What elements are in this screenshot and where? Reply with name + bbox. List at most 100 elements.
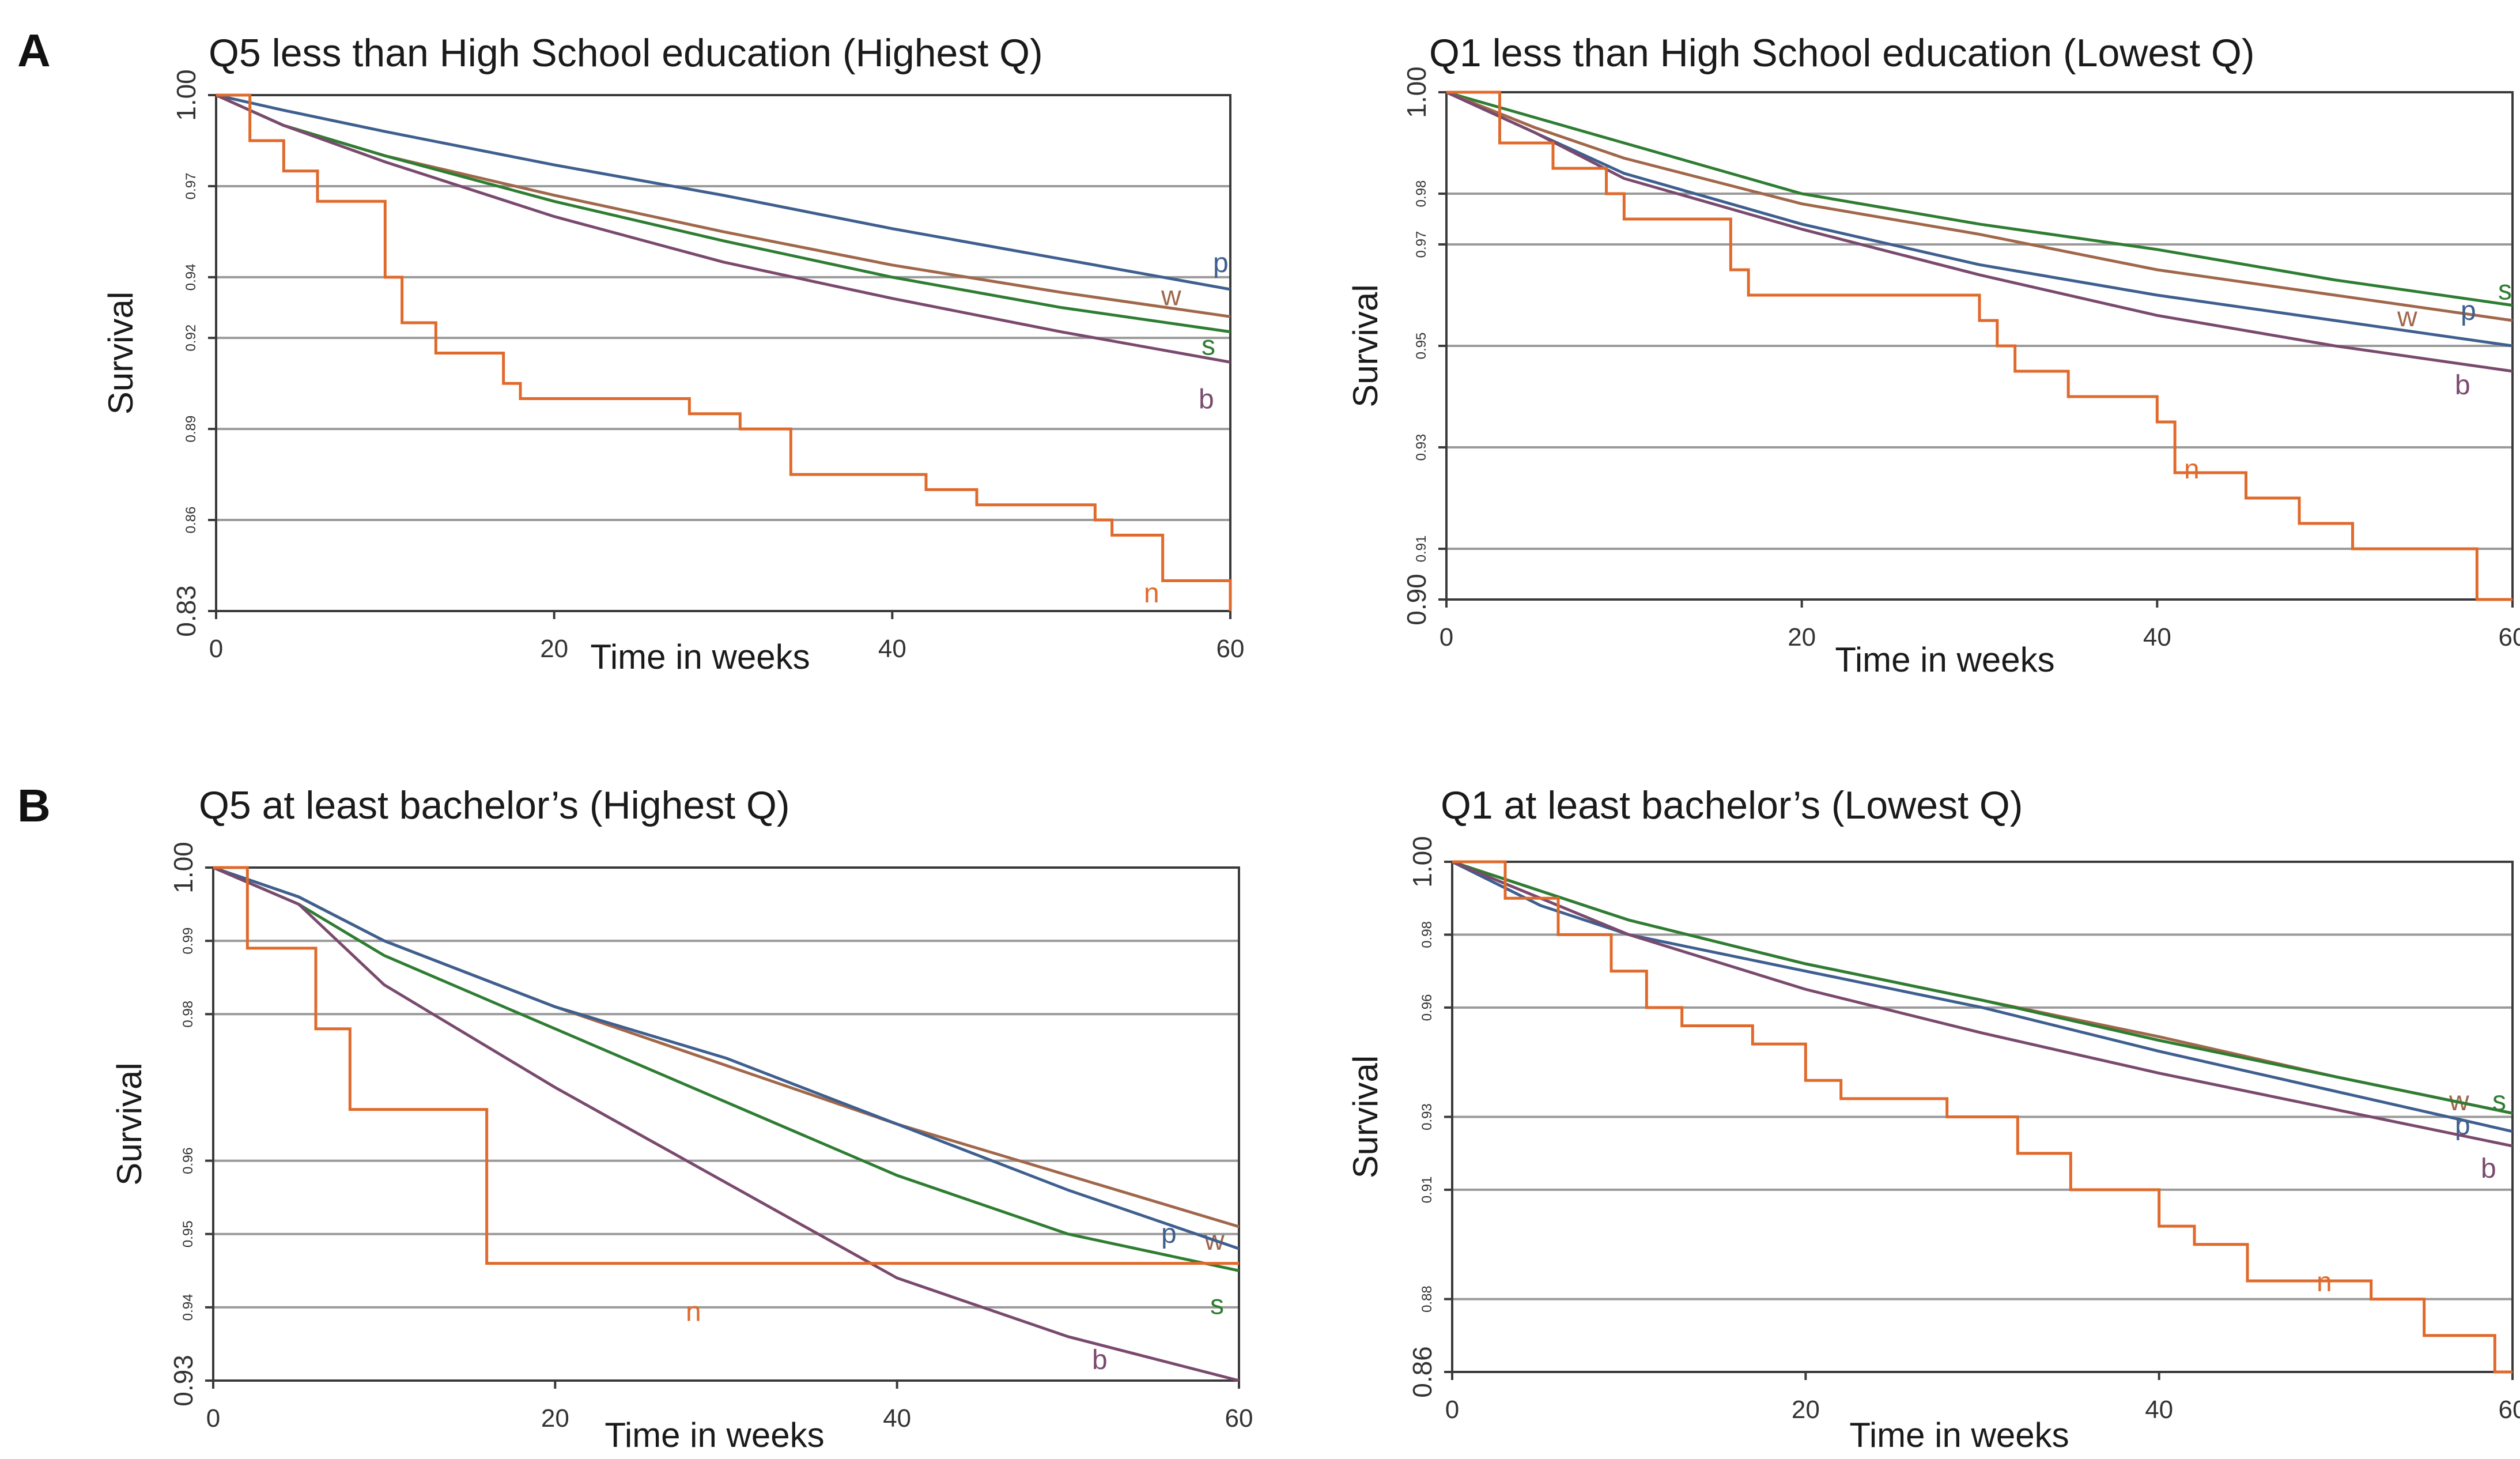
plot-frame <box>212 866 1240 1382</box>
x-tick-label: 60 <box>1216 635 1245 663</box>
y-tick-label: 1.00 <box>1401 66 1431 118</box>
y-tick-label: 0.97 <box>1414 231 1429 258</box>
series-line-n <box>213 866 1239 1265</box>
y-tick-label: 0.86 <box>1407 1346 1437 1398</box>
series-line-w <box>213 866 1240 1228</box>
series-line-s <box>1452 860 2513 1115</box>
series-label-n: n <box>1144 578 1159 609</box>
y-tick-label: 0.96 <box>180 1147 196 1174</box>
x-tick-label: 20 <box>1788 623 1816 651</box>
x-tick-label: 20 <box>540 635 568 663</box>
x-axis-title: Time in weeks <box>1849 1416 2069 1454</box>
x-tick-label: 40 <box>883 1404 911 1432</box>
x-tick-label: 40 <box>2143 623 2171 651</box>
y-axis-title: Survival <box>1346 284 1385 407</box>
x-axis-title: Time in weeks <box>590 638 810 676</box>
x-axis-title: Time in weeks <box>605 1416 824 1454</box>
panel-letter-b: B <box>17 780 51 831</box>
y-tick-label: 0.86 <box>183 507 199 534</box>
x-tick-label: 40 <box>878 635 906 663</box>
x-tick-label: 0 <box>1440 623 1453 651</box>
x-tick-label: 20 <box>541 1404 569 1432</box>
plot-frame <box>215 94 1231 612</box>
y-tick-label: 1.00 <box>1407 836 1437 888</box>
chart-panel-2: Q1 less than High School education (Lowe… <box>1346 31 2520 679</box>
x-tick-label: 40 <box>2145 1396 2173 1424</box>
series-label-w: w <box>2397 302 2417 333</box>
y-tick-label: 0.98 <box>180 1001 196 1028</box>
series-label-p: p <box>1161 1219 1177 1249</box>
series-label-b: b <box>2455 370 2470 401</box>
y-tick-label: 0.95 <box>1414 333 1429 360</box>
series-line-n <box>216 93 1232 611</box>
chart-panel-1: Q5 less than High School education (High… <box>101 31 1244 676</box>
y-tick-label: 0.96 <box>1419 994 1435 1021</box>
y-axis-title: Survival <box>110 1062 149 1185</box>
series-label-p: p <box>2461 296 2476 326</box>
y-tick-label: 0.91 <box>1414 536 1429 563</box>
series-line-p <box>213 866 1240 1250</box>
series-line-b <box>215 93 1231 364</box>
chart-title: Q1 at least bachelor’s (Lowest Q) <box>1441 783 2023 827</box>
y-axis-title: Survival <box>1346 1055 1385 1178</box>
x-tick-label: 0 <box>206 1404 220 1432</box>
y-tick-label: 0.98 <box>1414 180 1429 208</box>
series-label-s: s <box>2498 276 2512 306</box>
y-tick-label: 0.93 <box>1419 1103 1435 1130</box>
y-tick-label: 0.93 <box>1414 434 1429 461</box>
x-tick-label: 0 <box>209 635 223 663</box>
y-tick-label: 0.98 <box>1419 921 1435 948</box>
y-tick-label: 0.89 <box>183 416 199 443</box>
chart-panel-3: Q5 at least bachelor’s (Highest Q) 0.93 0.… <box>110 783 1253 1454</box>
series-label-w: w <box>1161 281 1181 311</box>
x-tick-label: 60 <box>2499 623 2520 651</box>
series-line-s <box>213 866 1240 1272</box>
chart-title: Q5 at least bachelor’s (Highest Q) <box>199 783 790 827</box>
charts-container: Q5 less than High School education (High… <box>101 31 2520 1454</box>
series-label-n: n <box>686 1297 701 1328</box>
series-line-n <box>1446 91 2513 601</box>
y-tick-label: 0.94 <box>183 264 199 291</box>
series-label-b: b <box>1199 384 1214 414</box>
y-tick-label: 0.92 <box>183 325 199 352</box>
y-tick-label: 0.97 <box>183 173 199 200</box>
series-label-p: p <box>1213 248 1229 278</box>
x-tick-label: 0 <box>1445 1396 1459 1424</box>
series-line-s <box>1446 91 2513 307</box>
y-axis-title: Survival <box>101 292 140 414</box>
y-tick-label: 0.88 <box>1419 1285 1435 1313</box>
series-label-n: n <box>2184 454 2200 485</box>
y-tick-label: 0.93 <box>168 1355 198 1407</box>
series-line-p <box>216 93 1231 291</box>
x-tick-label: 20 <box>1792 1396 1820 1424</box>
x-tick-label: 60 <box>2499 1396 2520 1424</box>
plot-frame <box>1451 861 2514 1373</box>
series-label-s: s <box>1210 1290 1224 1320</box>
series-line-b <box>213 866 1240 1382</box>
series-line-n <box>1452 860 2513 1374</box>
y-tick-label: 0.95 <box>180 1220 196 1247</box>
series-line-s <box>215 93 1231 334</box>
chart-panel-4: Q1 at least bachelor’s (Lowest Q) 0.86 0.8… <box>1346 783 2520 1454</box>
y-tick-label: 0.90 <box>1401 574 1431 625</box>
y-tick-label: 0.94 <box>180 1294 196 1321</box>
x-axis-title: Time in weeks <box>1835 640 2054 679</box>
panel-letter-a: A <box>17 25 51 76</box>
x-tick-label: 60 <box>1225 1404 1253 1432</box>
series-label-b: b <box>2481 1153 2496 1184</box>
y-tick-label: 1.00 <box>168 842 198 894</box>
series-label-n: n <box>2317 1267 2332 1298</box>
chart-title: Q5 less than High School education (High… <box>209 31 1043 75</box>
series-line-p <box>1451 860 2513 1133</box>
series-label-b: b <box>1092 1345 1108 1375</box>
series-label-s: s <box>2492 1086 2506 1117</box>
series-line-b <box>1445 91 2513 373</box>
y-tick-label: 0.83 <box>171 585 201 637</box>
series-line-w <box>1452 860 2513 1115</box>
y-tick-label: 0.91 <box>1419 1177 1435 1204</box>
chart-title: Q1 less than High School education (Lowe… <box>1429 31 2255 75</box>
y-tick-label: 1.00 <box>171 69 201 121</box>
y-tick-label: 0.99 <box>180 928 196 955</box>
series-line-b <box>1452 860 2513 1148</box>
